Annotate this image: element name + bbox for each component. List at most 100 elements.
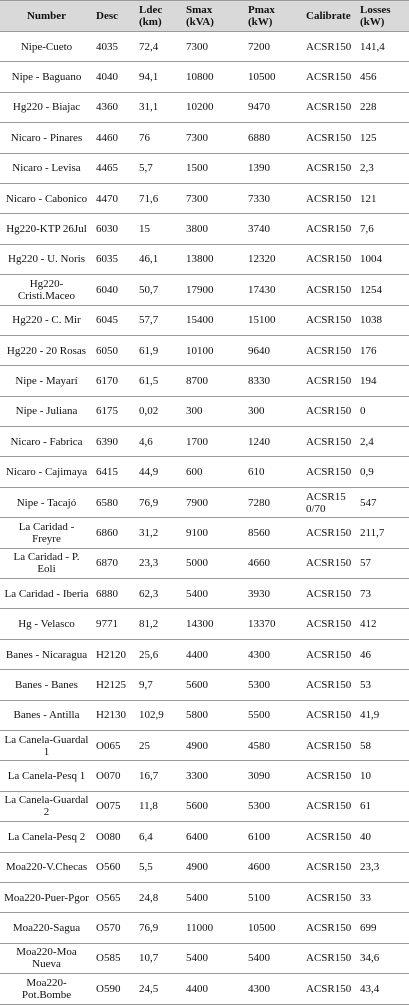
- cell-text: 34,6: [360, 952, 380, 965]
- cell-text: 300: [186, 405, 203, 418]
- cell-text: ACSR150: [306, 526, 352, 539]
- table-cell: 300: [245, 395, 303, 428]
- table-cell: ACSR150: [303, 638, 357, 671]
- cell-text: 16,7: [139, 770, 159, 783]
- table-cell: Hg220 - Biajac: [0, 91, 93, 124]
- cell-text: 4600: [248, 861, 270, 874]
- cell-text: 10: [360, 770, 371, 783]
- table-cell: 76,9: [136, 912, 183, 944]
- cell-text: 6,4: [139, 830, 153, 843]
- table-cell: ACSR150: [303, 942, 357, 975]
- table-cell: 41,9: [357, 699, 409, 731]
- table-cell: Nicaro - Pinares: [0, 122, 93, 154]
- table-cell: Hg220 - U. Noris: [0, 243, 93, 276]
- cell-text: 228: [360, 101, 377, 114]
- cell-text: 5500: [248, 709, 270, 722]
- table-cell: 6390: [93, 426, 136, 458]
- cell-text: 7300: [186, 131, 208, 144]
- table-row: La Canela-Guardal 1 O065 25 4900 4580 ACSR150…: [0, 729, 409, 762]
- cell-text: 1004: [360, 253, 382, 266]
- table-cell: ACSR150: [303, 61, 357, 93]
- cell-text: 76: [139, 131, 150, 144]
- cell-text: 61: [360, 800, 371, 813]
- table-cell: 7280: [245, 486, 303, 519]
- cell-text: ACSR150: [306, 648, 352, 661]
- table-cell: ACSR150: [303, 395, 357, 428]
- cell-text: O585: [96, 952, 121, 965]
- table-cell: ACSR150/70: [303, 486, 357, 519]
- table-cell: 9470: [245, 91, 303, 124]
- table-cell: 0: [357, 395, 409, 428]
- table-cell: 2,4: [357, 426, 409, 458]
- cell-text: 15: [139, 223, 150, 236]
- table-cell: Hg220 - 20 Rosas: [0, 334, 93, 367]
- cell-text: 40: [360, 830, 371, 843]
- table-cell: ACSR150: [303, 365, 357, 397]
- table-cell: 81,2: [136, 608, 183, 640]
- table-cell: 58: [357, 729, 409, 762]
- cell-text: 7300: [186, 192, 208, 205]
- table-cell: 33: [357, 881, 409, 914]
- table-row: Banes - Nicaragua H2120 25,6 4400 4300 ACSR15…: [0, 638, 409, 671]
- table-cell: Nicaro - Levisa: [0, 152, 93, 184]
- cell-text: ACSR150: [306, 922, 352, 935]
- cell-text: 610: [248, 466, 265, 479]
- cell-text: 41,9: [360, 709, 380, 722]
- table-cell: 6100: [245, 821, 303, 853]
- cell-text: Banes - Banes: [15, 678, 78, 691]
- cell-text: 46: [360, 648, 371, 661]
- cell-text: 4400: [186, 982, 208, 995]
- table-cell: 61,5: [136, 365, 183, 397]
- cell-text: 31,2: [139, 526, 159, 539]
- table-cell: 7300: [183, 182, 245, 215]
- table-cell: 7900: [183, 486, 245, 519]
- cell-text: 6040: [96, 283, 118, 296]
- table-cell: ACSR150: [303, 821, 357, 853]
- cell-text: 6175: [96, 405, 118, 418]
- table-row: Moa220-Sagua O570 76,9 11000 10500 ACSR150 699: [0, 912, 409, 944]
- table-cell: 73: [357, 578, 409, 610]
- cell-text: 102,9: [139, 709, 164, 722]
- table-cell: ACSR150: [303, 122, 357, 154]
- header-cell: Pmax (kW): [245, 0, 303, 32]
- cell-text: 62,3: [139, 587, 159, 600]
- table-cell: 6880: [93, 578, 136, 610]
- table-cell: 10,7: [136, 942, 183, 975]
- cell-text: ACSR150: [306, 739, 352, 752]
- cell-text: 8560: [248, 526, 270, 539]
- table-cell: 10800: [183, 61, 245, 93]
- table-cell: 4040: [93, 61, 136, 93]
- cell-text: 7280: [248, 496, 270, 509]
- table-row: Nicaro - Fabrica 6390 4,6 1700 1240 ACSR150 2,…: [0, 426, 409, 458]
- cell-text: 699: [360, 922, 377, 935]
- cell-text: 17430: [248, 283, 276, 296]
- table-cell: 4900: [183, 729, 245, 762]
- table-cell: 13800: [183, 243, 245, 276]
- cell-text: ACSR150: [306, 587, 352, 600]
- table-cell: ACSR150: [303, 547, 357, 580]
- cell-text: 58: [360, 739, 371, 752]
- table-row: Moa220-Moa Nueva O585 10,7 5400 5400 ACSR150 3…: [0, 942, 409, 975]
- cell-text: ACSR150: [306, 283, 352, 296]
- cell-text: 13800: [186, 253, 214, 266]
- table-cell: 4,6: [136, 426, 183, 458]
- table-cell: 7200: [245, 30, 303, 63]
- cell-text: Banes - Antilla: [13, 709, 80, 722]
- cell-text: 24,8: [139, 891, 159, 904]
- table-cell: La Caridad - P. Eoli: [0, 547, 93, 580]
- table-cell: 6870: [93, 547, 136, 580]
- table-cell: La Canela-Guardal 2: [0, 790, 93, 823]
- table-cell: 3740: [245, 213, 303, 245]
- cell-text: ACSR150: [306, 891, 352, 904]
- cell-text: 3800: [186, 223, 208, 236]
- table-cell: 5,7: [136, 152, 183, 184]
- table-cell: 6030: [93, 213, 136, 245]
- table-cell: 7,6: [357, 213, 409, 245]
- cell-text: 5000: [186, 557, 208, 570]
- cell-text: 4460: [96, 131, 118, 144]
- table-cell: 76: [136, 122, 183, 154]
- table-cell: 9771: [93, 608, 136, 640]
- table-cell: Moa220-Sagua: [0, 912, 93, 944]
- table-cell: ACSR150: [303, 699, 357, 731]
